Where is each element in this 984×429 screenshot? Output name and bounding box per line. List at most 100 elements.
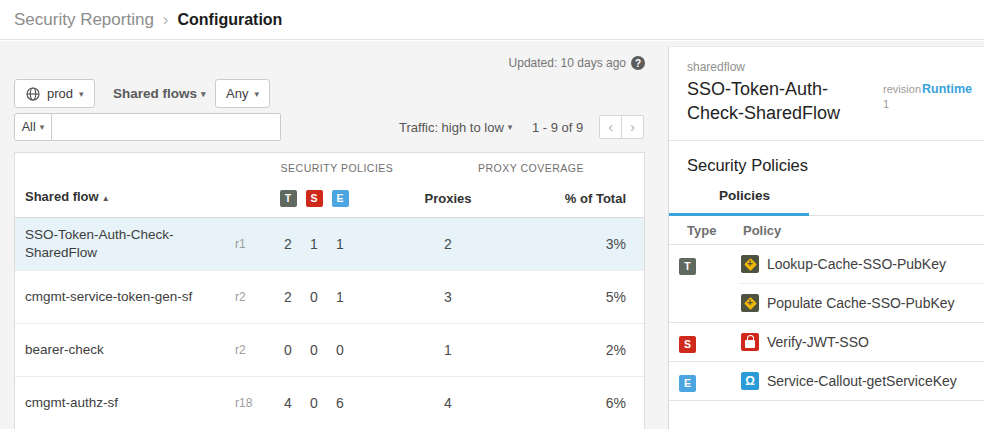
detail-tabs: Policies <box>669 188 984 216</box>
traffic-policy-count: 4 <box>275 395 301 411</box>
policy-name: Lookup-Cache-SSO-PubKey <box>767 256 946 272</box>
pct-of-total: 3% <box>543 236 644 252</box>
any-filter-dropdown[interactable]: Any ▾ <box>215 79 270 108</box>
policy-name: Service-Callout-getServiceKey <box>767 373 957 389</box>
pct-of-total: 5% <box>543 289 644 305</box>
extension-policy-count: 6 <box>327 395 353 411</box>
proxies-column-header[interactable]: Proxies <box>353 191 543 206</box>
policy-column-header: Policy <box>743 223 781 238</box>
globe-icon <box>25 86 41 102</box>
breadcrumb: Security Reporting › Configuration <box>0 0 984 40</box>
policy-group: S Verify-JWT-SSO <box>669 323 984 362</box>
breadcrumb-parent-link[interactable]: Security Reporting <box>14 10 154 30</box>
runtime-link[interactable]: Runtime <box>922 82 972 97</box>
policy-row[interactable]: Verify-JWT-SSO <box>739 323 984 361</box>
shared-flow-name: cmgmt-authz-sf <box>15 394 221 412</box>
shared-flow-revision: r2 <box>221 343 275 357</box>
security-policies-group-header: SECURITY POLICIES <box>252 162 422 174</box>
shared-flow-name: cmgmt-service-token-gen-sf <box>15 288 221 306</box>
sort-ascending-icon: ▲ <box>102 194 110 203</box>
security-policy-count: 0 <box>301 395 327 411</box>
entity-type-dropdown[interactable]: Shared flows ▾ <box>113 79 206 108</box>
security-policy-count: 1 <box>301 236 327 252</box>
policy-row[interactable]: Lookup-Cache-SSO-PubKey <box>739 245 984 283</box>
table-row[interactable]: bearer-check r2 0 0 0 1 2% <box>15 324 644 377</box>
breadcrumb-separator: › <box>163 10 169 30</box>
policy-type-badge: E <box>332 190 349 207</box>
environment-dropdown[interactable]: prod ▾ <box>14 79 95 108</box>
next-page-button[interactable]: › <box>621 115 644 139</box>
caret-down-icon: ▾ <box>40 122 45 132</box>
caret-down-icon: ▾ <box>201 89 206 99</box>
pct-total-column-header[interactable]: % of Total <box>543 191 644 206</box>
proxies-count: 2 <box>353 236 543 252</box>
table-header-row: Shared flow▲ T S E Proxies % of Total <box>15 179 644 218</box>
main-area: Updated: 10 days ago ? prod ▾ Shared flo… <box>0 41 984 429</box>
security-policy-count: 0 <box>301 342 327 358</box>
revision-meta: revision Runtime 1 <box>883 82 972 125</box>
policy-type-badge: S <box>306 190 323 207</box>
revision-value: 1 <box>883 97 972 112</box>
policy-badge-column-header: T <box>275 189 301 207</box>
policy-type-badge: S <box>679 336 696 353</box>
proxy-coverage-group-header: PROXY COVERAGE <box>446 162 616 174</box>
revision-label: revision <box>883 82 921 97</box>
caret-down-icon: ▾ <box>79 89 84 99</box>
shared-flow-column-header[interactable]: Shared flow▲ <box>15 188 221 208</box>
detail-panel: sharedflow SSO-Token-Auth-Check-SharedFl… <box>668 46 984 429</box>
policy-name: Verify-JWT-SSO <box>767 334 869 350</box>
page-title: Configuration <box>178 11 283 29</box>
proxies-count: 1 <box>353 342 543 358</box>
table-group-header: SECURITY POLICIES PROXY COVERAGE <box>15 153 644 179</box>
callout-icon <box>741 372 759 390</box>
table-row[interactable]: cmgmt-authz-sf r18 4 0 6 4 6% <box>15 377 644 429</box>
policy-type-badge: T <box>679 258 696 275</box>
policy-type-badge: E <box>679 375 696 392</box>
policy-group: E Service-Callout-getServiceKey <box>669 362 984 401</box>
policy-type-badge: T <box>280 190 297 207</box>
any-filter-label: Any <box>226 86 248 101</box>
prev-page-button[interactable]: ‹ <box>599 115 622 139</box>
policy-row[interactable]: Populate Cache-SSO-PubKey <box>739 283 984 322</box>
cache-icon <box>741 294 759 312</box>
shared-flow-revision: r1 <box>221 237 275 251</box>
traffic-policy-count: 2 <box>275 236 301 252</box>
traffic-sort-dropdown[interactable]: Traffic: high to low ▾ <box>399 113 512 141</box>
policy-name: Populate Cache-SSO-PubKey <box>767 295 955 311</box>
lock-icon <box>741 333 759 351</box>
shared-flow-name: bearer-check <box>15 341 221 359</box>
policy-table-header: Type Policy <box>669 216 984 245</box>
active-tab-indicator <box>669 213 809 216</box>
policy-row[interactable]: Service-Callout-getServiceKey <box>739 362 984 400</box>
pagination: ‹ › <box>599 115 644 139</box>
shared-flow-name: SSO-Token-Auth-Check-SharedFlow <box>15 226 221 262</box>
traffic-policy-count: 2 <box>275 289 301 305</box>
policy-group: T Lookup-Cache-SSO-PubKey Populate Cache… <box>669 245 984 323</box>
entity-type-label: Shared flows <box>113 86 197 101</box>
security-policies-heading: Security Policies <box>687 156 984 175</box>
pct-of-total: 2% <box>543 342 644 358</box>
search-input[interactable] <box>51 113 281 141</box>
proxies-count: 3 <box>353 289 543 305</box>
extension-policy-count: 1 <box>327 236 353 252</box>
help-icon[interactable]: ? <box>631 56 645 70</box>
updated-text: Updated: 10 days ago <box>509 56 626 70</box>
shared-flow-revision: r2 <box>221 290 275 304</box>
traffic-policy-count: 0 <box>275 342 301 358</box>
security-policy-count: 0 <box>301 289 327 305</box>
table-row[interactable]: SSO-Token-Auth-Check-SharedFlow r1 2 1 1… <box>15 218 644 271</box>
search-scope-dropdown[interactable]: All ▾ <box>14 113 52 141</box>
table-row[interactable]: cmgmt-service-token-gen-sf r2 2 0 1 3 5% <box>15 271 644 324</box>
pct-of-total: 6% <box>543 395 644 411</box>
traffic-sort-label: Traffic: high to low <box>399 120 504 135</box>
extension-policy-count: 1 <box>327 289 353 305</box>
policy-badge-column-header: E <box>327 189 353 207</box>
cache-icon <box>741 255 759 273</box>
tab-policies[interactable]: Policies <box>719 188 770 203</box>
pagination-range: 1 - 9 of 9 <box>532 113 583 141</box>
type-column-header: Type <box>669 223 743 238</box>
shared-flow-revision: r18 <box>221 396 275 410</box>
shared-flows-table: SECURITY POLICIES PROXY COVERAGE Shared … <box>14 152 645 429</box>
extension-policy-count: 0 <box>327 342 353 358</box>
caret-down-icon: ▾ <box>508 122 513 132</box>
